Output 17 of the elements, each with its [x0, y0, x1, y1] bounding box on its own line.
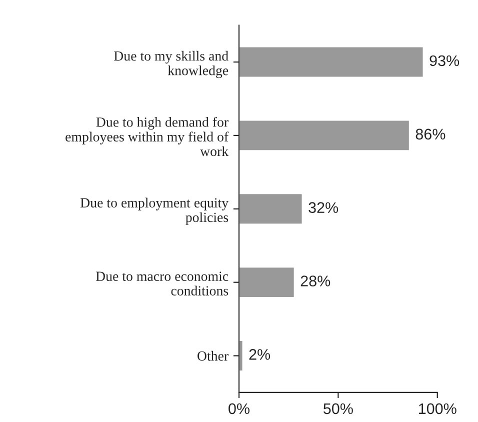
x-tick-label: 100%	[419, 403, 456, 414]
data-label: 32%	[308, 202, 338, 213]
y-tick-label: Due to macro economic conditions	[96, 272, 228, 296]
data-label: 93%	[430, 55, 460, 66]
data-label: 2%	[249, 349, 270, 360]
y-tick-label: Due to employment equity policies	[80, 198, 229, 225]
x-tick-label: 0%	[228, 403, 250, 414]
y-tick-label: Other	[198, 350, 228, 361]
bar	[239, 192, 304, 226]
x-tick-label: 50%	[324, 403, 353, 414]
y-tick-label: Due to my skills and knowledge	[114, 50, 228, 78]
data-label: 86%	[416, 128, 446, 140]
data-label: 28%	[300, 276, 330, 286]
bar	[239, 119, 410, 152]
bar	[239, 46, 424, 78]
y-tick-label: Due to high demand for employees within my field of work	[66, 116, 229, 156]
bar	[239, 266, 296, 298]
